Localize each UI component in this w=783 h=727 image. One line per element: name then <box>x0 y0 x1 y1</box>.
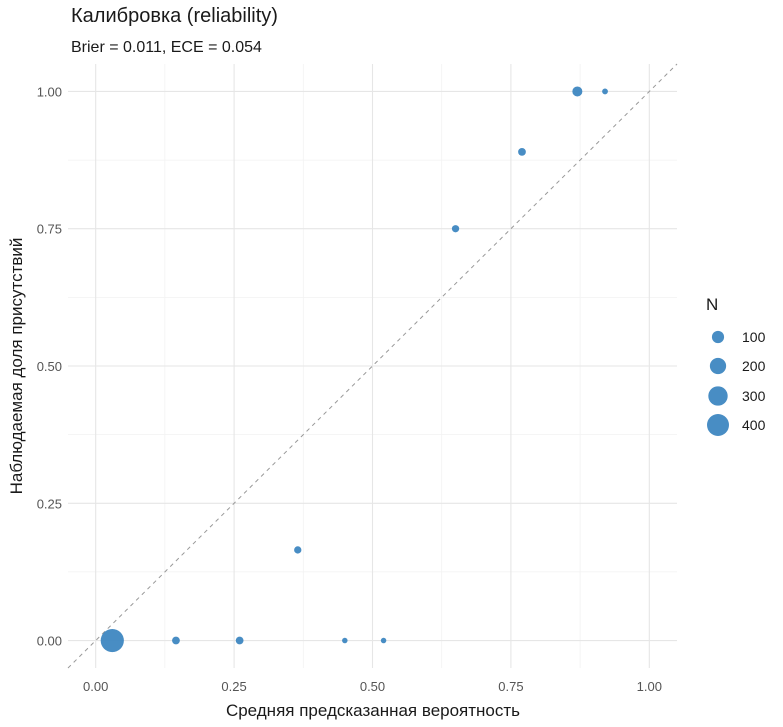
size-legend: N 100 200 300 400 <box>706 295 766 436</box>
legend-label: 300 <box>742 388 766 404</box>
legend-key <box>707 414 729 436</box>
x-axis-ticks: 0.00 0.25 0.50 0.75 1.00 <box>83 679 662 694</box>
perfect-calibration-line <box>67 63 678 669</box>
x-tick-label: 0.50 <box>360 679 385 694</box>
data-point <box>602 88 608 95</box>
data-point <box>100 628 124 653</box>
legend-label: 200 <box>742 358 766 374</box>
x-tick-label: 0.25 <box>221 679 246 694</box>
data-point <box>294 546 302 554</box>
x-tick-label: 1.00 <box>637 679 662 694</box>
data-point <box>451 225 460 233</box>
y-tick-label: 0.00 <box>37 634 62 649</box>
data-point <box>518 147 526 156</box>
x-tick-label: 0.00 <box>83 679 108 694</box>
legend-key <box>711 330 725 344</box>
data-point <box>235 636 244 645</box>
y-tick-label: 0.25 <box>37 496 62 511</box>
legend-key <box>709 357 727 375</box>
y-tick-label: 0.75 <box>37 222 62 237</box>
legend-title: N <box>706 295 718 314</box>
data-point <box>572 86 583 97</box>
y-tick-label: 1.00 <box>37 84 62 99</box>
chart-title: Калибровка (reliability) <box>71 5 278 27</box>
data-point <box>342 637 348 644</box>
plot-grid <box>68 64 677 668</box>
legend-key <box>708 386 728 406</box>
data-point <box>380 637 387 644</box>
y-axis-title: Наблюдаемая доля присутствий <box>7 238 26 495</box>
x-tick-label: 0.75 <box>498 679 523 694</box>
chart-subtitle: Brier = 0.011, ECE = 0.054 <box>71 39 262 56</box>
y-tick-label: 0.50 <box>37 359 62 374</box>
y-axis-ticks: 0.00 0.25 0.50 0.75 1.00 <box>37 84 62 648</box>
legend-label: 400 <box>742 417 766 433</box>
data-point <box>172 636 180 645</box>
legend-label: 100 <box>742 329 766 345</box>
data-points <box>100 86 608 653</box>
x-axis-title: Средняя предсказанная вероятность <box>226 701 520 720</box>
